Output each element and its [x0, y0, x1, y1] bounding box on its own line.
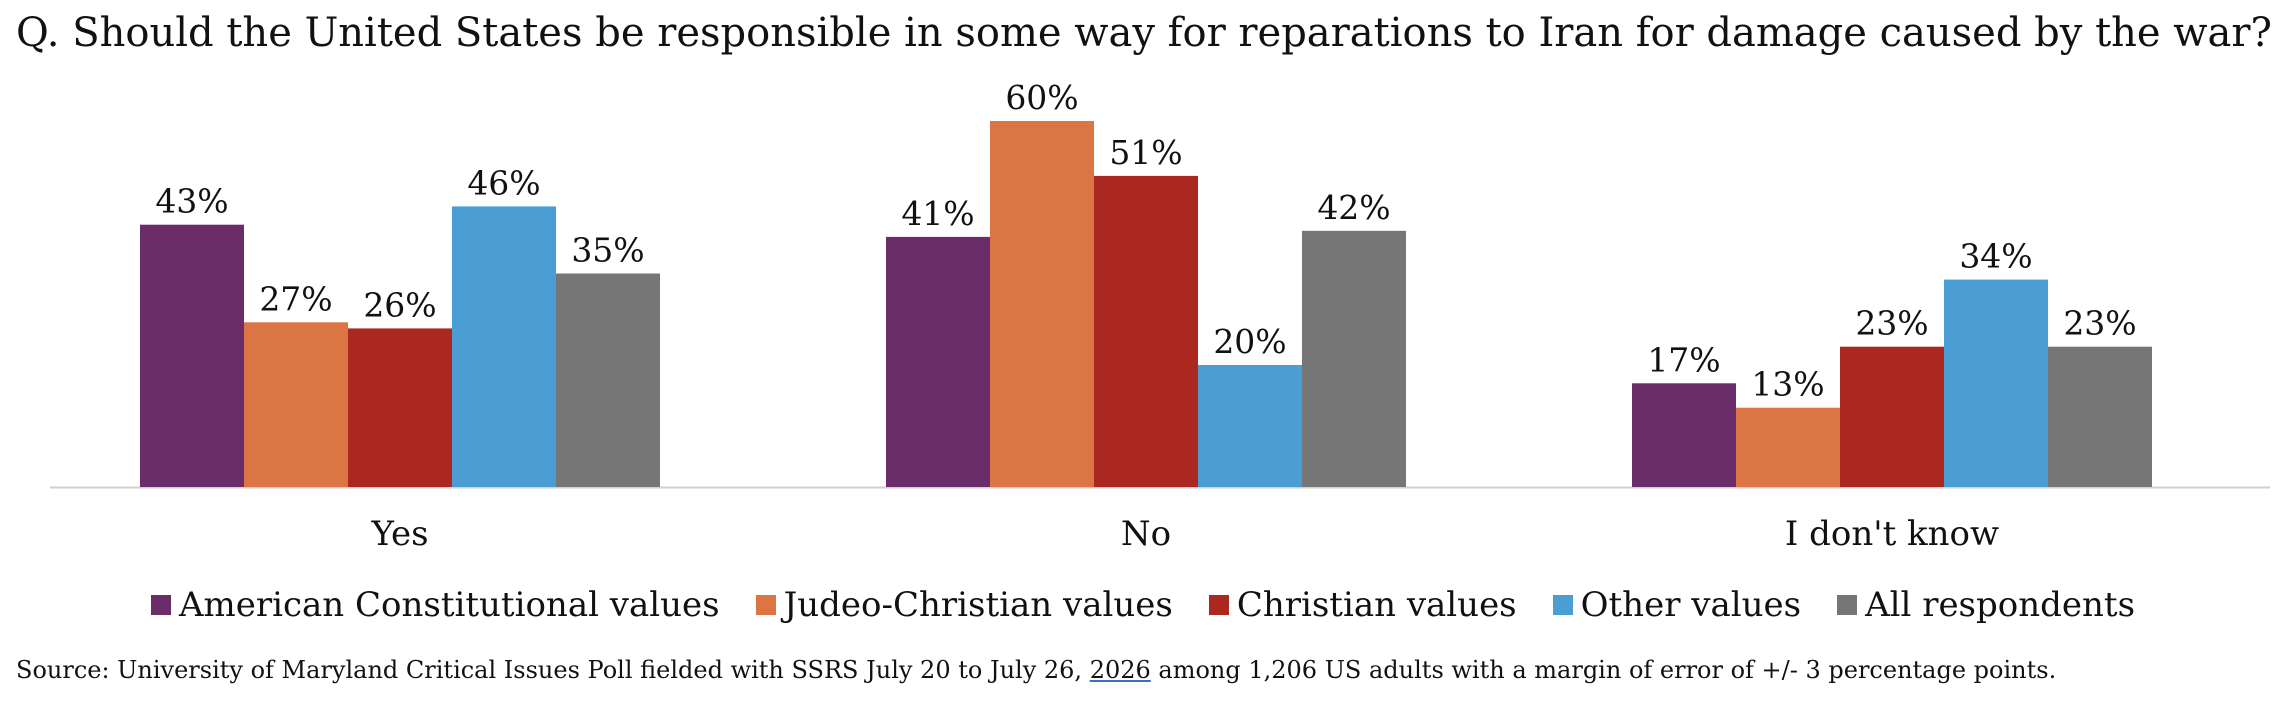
- legend-item-3: Christian values: [1208, 585, 1517, 625]
- data-label-4-2: 20%: [1213, 322, 1286, 361]
- data-label-1-3: 17%: [1647, 340, 1720, 379]
- data-label-5-1: 35%: [571, 231, 644, 270]
- data-label-4-1: 46%: [467, 163, 540, 202]
- bar-4-2: [1198, 365, 1302, 487]
- source-note: Source: University of Maryland Critical …: [16, 656, 2056, 684]
- bar-2-1: [244, 322, 348, 487]
- data-label-1-2: 41%: [901, 194, 974, 233]
- legend-item-1: American Constitutional values: [150, 585, 720, 625]
- legend-label-2: Judeo-Christian values: [783, 585, 1173, 625]
- bar-4-3: [1944, 279, 2048, 487]
- legend-label-1: American Constitutional values: [178, 585, 720, 625]
- data-label-1-1: 43%: [155, 182, 228, 221]
- legend-item-4: Other values: [1552, 585, 1802, 625]
- bar-5-1: [556, 273, 660, 487]
- legend-label-4: Other values: [1580, 585, 1802, 625]
- bar-1-1: [140, 224, 244, 487]
- data-label-2-1: 27%: [259, 279, 332, 318]
- data-label-5-3: 23%: [2063, 304, 2136, 343]
- data-label-2-2: 60%: [1005, 78, 1078, 117]
- data-label-3-2: 51%: [1109, 133, 1182, 172]
- chart-title: Q. Should the United States be responsib…: [16, 10, 2272, 56]
- legend: American Constitutional values Judeo-Chri…: [0, 577, 2286, 633]
- legend-swatch-2: [755, 595, 776, 615]
- legend-swatch-5: [1837, 595, 1858, 615]
- data-label-3-3: 23%: [1855, 304, 1928, 343]
- data-label-2-3: 13%: [1751, 365, 1824, 404]
- bar-2-2: [990, 121, 1094, 487]
- bar-chart: 43% 27% 26% 46% 35% Yes 41% 60% 51% 20% 42% No 17% 13…: [50, 78, 2270, 554]
- bar-3-3: [1840, 346, 1944, 487]
- source-text: Source: University of Maryland Critical …: [16, 656, 1090, 684]
- legend-swatch-4: [1552, 595, 1573, 615]
- legend-swatch-3: [1208, 595, 1229, 615]
- source-text-end: among 1,206 US adults with a margin of e…: [1150, 656, 2057, 684]
- legend-label-5: All respondents: [1865, 585, 2136, 625]
- data-label-4-3: 34%: [1959, 237, 2032, 276]
- legend-item-2: Judeo-Christian values: [755, 585, 1173, 625]
- category-label-2: No: [1121, 514, 1171, 554]
- bar-3-2: [1094, 175, 1198, 487]
- data-label-5-2: 42%: [1317, 188, 1390, 227]
- bar-5-3: [2048, 346, 2152, 487]
- data-label-3-1: 26%: [363, 285, 436, 324]
- bar-1-2: [886, 236, 990, 487]
- legend-label-3: Christian values: [1236, 585, 1517, 625]
- category-label-1: Yes: [370, 514, 428, 554]
- source-year: 2026: [1089, 656, 1151, 684]
- bar-1-3: [1632, 383, 1736, 487]
- category-label-3: I don't know: [1785, 514, 1999, 554]
- bar-3-1: [348, 328, 452, 487]
- bar-4-1: [452, 206, 556, 487]
- legend-swatch-1: [150, 595, 171, 615]
- legend-item-5: All respondents: [1837, 585, 2135, 625]
- bar-5-2: [1302, 230, 1406, 488]
- bar-2-3: [1736, 407, 1840, 487]
